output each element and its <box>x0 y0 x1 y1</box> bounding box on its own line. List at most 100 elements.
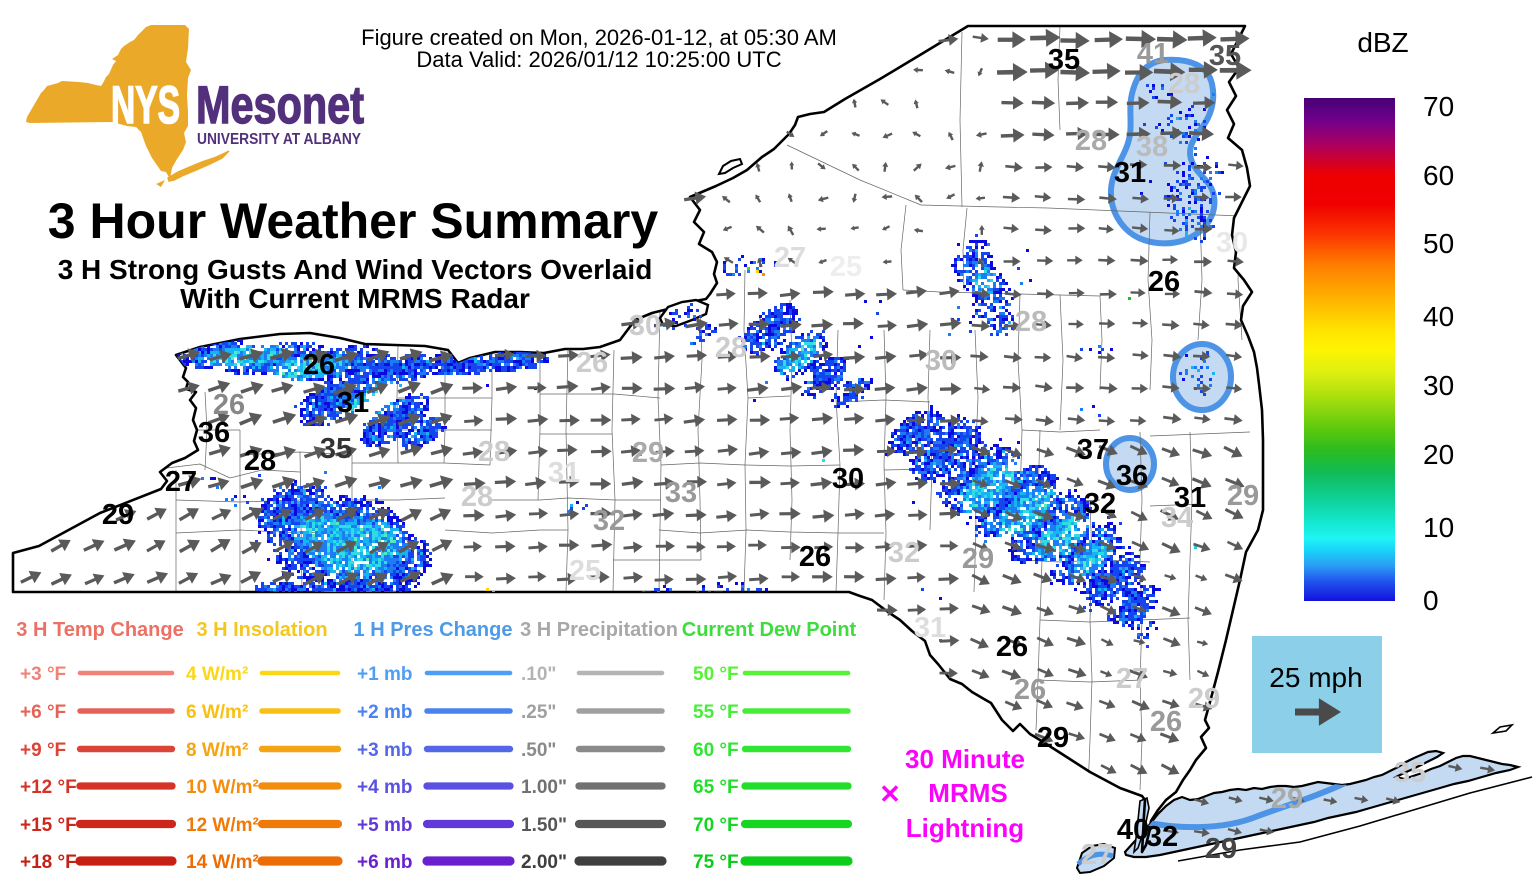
svg-text:35: 35 <box>320 433 352 465</box>
svg-text:+3 mb: +3 mb <box>357 740 412 761</box>
svg-text:29: 29 <box>102 499 134 531</box>
svg-text:20: 20 <box>1423 439 1454 470</box>
svg-text:Data Valid: 2026/01/12 10:25:0: Data Valid: 2026/01/12 10:25:00 UTC <box>416 47 781 72</box>
svg-text:35: 35 <box>1048 44 1080 76</box>
svg-text:25 mph: 25 mph <box>1269 662 1362 693</box>
svg-text:4 W/m²: 4 W/m² <box>186 664 248 685</box>
svg-text:NYS: NYS <box>111 76 180 135</box>
svg-text:25: 25 <box>569 555 601 587</box>
svg-text:26: 26 <box>576 347 608 379</box>
svg-text:✕: ✕ <box>879 779 901 809</box>
svg-text:3 H Precipitation: 3 H Precipitation <box>520 619 678 641</box>
svg-text:30: 30 <box>1423 370 1454 401</box>
svg-text:10: 10 <box>1423 512 1454 543</box>
svg-text:26: 26 <box>1014 674 1046 706</box>
svg-text:8 W/m²: 8 W/m² <box>186 740 248 761</box>
svg-text:29: 29 <box>962 543 994 575</box>
svg-text:UNIVERSITY AT ALBANY: UNIVERSITY AT ALBANY <box>197 131 361 148</box>
svg-text:75 °F: 75 °F <box>693 852 739 873</box>
svg-text:37: 37 <box>1077 434 1109 466</box>
svg-text:26: 26 <box>996 631 1028 663</box>
svg-text:+18 °F: +18 °F <box>20 852 77 873</box>
svg-text:28: 28 <box>478 436 510 468</box>
svg-text:27: 27 <box>1116 663 1148 695</box>
svg-text:27: 27 <box>774 242 806 274</box>
svg-text:26: 26 <box>1150 706 1182 738</box>
svg-text:.25": .25" <box>521 702 556 723</box>
svg-text:38: 38 <box>1136 131 1168 163</box>
svg-text:3 H Strong Gusts And Wind Vect: 3 H Strong Gusts And Wind Vectors Overla… <box>58 254 653 285</box>
svg-text:31: 31 <box>1174 482 1206 514</box>
svg-text:30: 30 <box>1216 227 1248 259</box>
svg-text:70: 70 <box>1423 91 1454 122</box>
svg-text:28: 28 <box>1168 68 1200 100</box>
svg-text:60: 60 <box>1423 160 1454 191</box>
svg-text:30: 30 <box>925 345 957 377</box>
svg-text:+6 °F: +6 °F <box>20 702 66 723</box>
svg-text:14 W/m²: 14 W/m² <box>186 852 259 873</box>
svg-text:3 H Temp Change: 3 H Temp Change <box>16 619 183 641</box>
svg-text:+12 °F: +12 °F <box>20 777 77 798</box>
svg-text:32: 32 <box>593 505 625 537</box>
svg-text:+6 mb: +6 mb <box>357 852 412 873</box>
svg-text:27: 27 <box>1081 839 1113 871</box>
svg-text:31: 31 <box>914 612 946 644</box>
svg-text:+9 °F: +9 °F <box>20 740 66 761</box>
svg-text:31: 31 <box>548 457 580 489</box>
svg-text:.10": .10" <box>521 664 556 685</box>
svg-text:+2 mb: +2 mb <box>357 702 412 723</box>
svg-text:MRMS: MRMS <box>928 778 1007 808</box>
svg-text:3 Hour Weather Summary: 3 Hour Weather Summary <box>48 193 659 249</box>
svg-text:60 °F: 60 °F <box>693 740 739 761</box>
svg-text:31: 31 <box>1114 157 1146 189</box>
svg-text:29: 29 <box>1227 480 1259 512</box>
svg-text:+3 °F: +3 °F <box>20 664 66 685</box>
svg-text:65 °F: 65 °F <box>693 777 739 798</box>
svg-text:With Current MRMS Radar: With Current MRMS Radar <box>180 283 530 314</box>
svg-text:70 °F: 70 °F <box>693 815 739 836</box>
svg-text:+15 °F: +15 °F <box>20 815 77 836</box>
svg-text:32: 32 <box>888 537 920 569</box>
svg-text:55 °F: 55 °F <box>693 702 739 723</box>
svg-text:3 H Insolation: 3 H Insolation <box>196 619 327 641</box>
svg-text:34: 34 <box>1161 502 1193 534</box>
svg-text:29: 29 <box>1271 783 1303 815</box>
svg-text:36: 36 <box>198 417 230 449</box>
svg-text:6 W/m²: 6 W/m² <box>186 702 248 723</box>
svg-text:30 Minute: 30 Minute <box>905 744 1025 774</box>
svg-text:26: 26 <box>799 541 831 573</box>
svg-text:40: 40 <box>1423 301 1454 332</box>
svg-text:Figure created on Mon, 2026-01: Figure created on Mon, 2026-01-12, at 05… <box>361 25 837 50</box>
svg-text:50: 50 <box>1423 228 1454 259</box>
svg-text:dBZ: dBZ <box>1357 27 1408 58</box>
svg-text:32: 32 <box>1146 821 1178 853</box>
svg-text:Lightning: Lightning <box>906 813 1024 843</box>
svg-text:10 W/m²: 10 W/m² <box>186 777 259 798</box>
svg-text:50 °F: 50 °F <box>693 664 739 685</box>
svg-text:12 W/m²: 12 W/m² <box>186 815 259 836</box>
svg-text:35: 35 <box>1394 757 1426 789</box>
svg-text:2.00": 2.00" <box>521 852 567 873</box>
svg-text:27: 27 <box>165 466 197 498</box>
svg-text:25: 25 <box>830 251 862 283</box>
svg-text:28: 28 <box>1075 125 1107 157</box>
svg-text:29: 29 <box>1037 722 1069 754</box>
svg-text:Mesonet: Mesonet <box>196 76 364 135</box>
svg-text:26: 26 <box>303 349 335 381</box>
svg-text:30: 30 <box>832 463 864 495</box>
svg-text:1.00": 1.00" <box>521 777 567 798</box>
svg-text:41: 41 <box>1137 38 1169 70</box>
svg-text:0: 0 <box>1423 585 1439 616</box>
svg-text:26: 26 <box>213 389 245 421</box>
svg-text:32: 32 <box>1084 488 1116 520</box>
svg-text:40: 40 <box>1117 814 1149 846</box>
svg-text:28: 28 <box>461 481 493 513</box>
svg-text:28: 28 <box>244 445 276 477</box>
svg-text:30: 30 <box>629 310 661 342</box>
svg-text:29: 29 <box>632 437 664 469</box>
svg-text:+1 mb: +1 mb <box>357 664 412 685</box>
svg-text:31: 31 <box>337 387 369 419</box>
svg-text:29: 29 <box>1188 683 1220 715</box>
svg-text:29: 29 <box>1205 833 1237 865</box>
svg-text:28: 28 <box>1015 306 1047 338</box>
